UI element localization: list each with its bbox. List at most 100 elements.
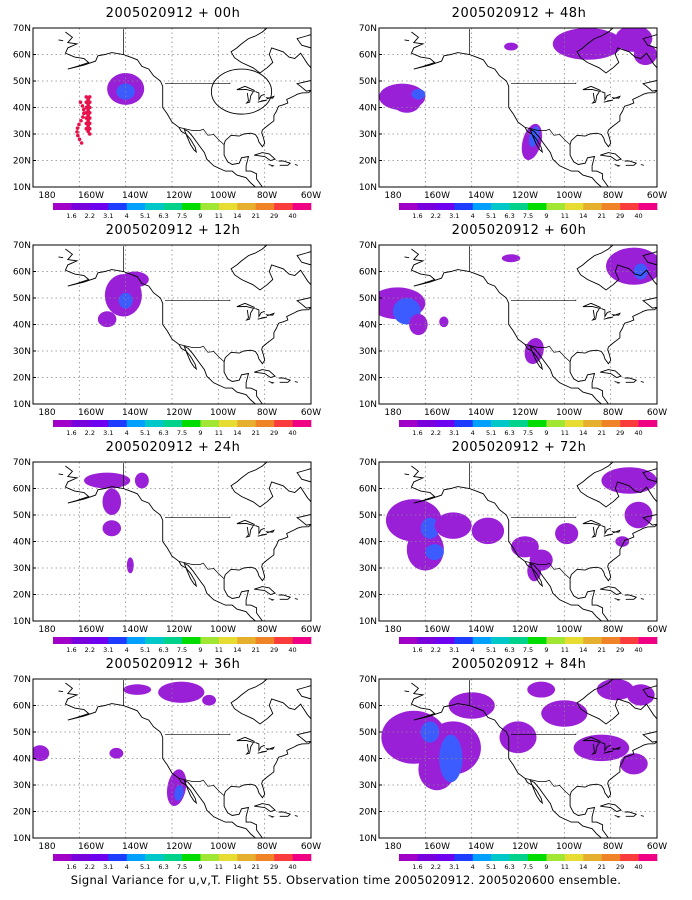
- variance-region: [504, 42, 518, 51]
- observation-dot: [86, 97, 90, 102]
- variance-region: [102, 520, 122, 537]
- variance-region: [501, 254, 521, 263]
- coastline: [254, 586, 277, 595]
- coastline: [245, 742, 254, 755]
- panel-title: 2005020912 + 36h: [105, 657, 241, 672]
- colorbar-label: 2.2: [85, 646, 95, 654]
- colorbar-swatch: [546, 637, 566, 644]
- colorbar-swatch: [274, 637, 293, 644]
- variance-region: [406, 528, 444, 571]
- coastline: [603, 99, 614, 103]
- colorbar-label: 3.1: [103, 646, 113, 654]
- coastline: [257, 99, 268, 103]
- lon-tick-label: 60W: [301, 408, 321, 418]
- colorbar-label: 29: [270, 212, 278, 220]
- panel-title: 2005020912 + 84h: [451, 657, 587, 672]
- variance-region: [434, 512, 472, 539]
- lon-tick-label: 120W: [166, 408, 192, 418]
- lat-tick-label: 10N: [359, 400, 377, 410]
- observation-dot: [84, 126, 89, 131]
- coastline: [268, 598, 275, 601]
- colorbar-swatch: [126, 203, 146, 210]
- colorbar-label: 1.6: [412, 646, 422, 654]
- colorbar-label: 5.1: [140, 212, 150, 220]
- colorbar-swatch: [638, 203, 658, 210]
- coastline: [410, 465, 604, 621]
- observation-dot: [86, 129, 90, 134]
- map-panel-00h: 70N 60N 50N 40N 30N 20N 10N 180 160W 140W 120W 100W…: [0, 0, 346, 225]
- colorbar-label: 5.1: [140, 863, 150, 871]
- map-canvas: 70N 60N 50N 40N 30N 20N 10N 180 160W 140W 120W 100W…: [359, 675, 667, 871]
- coastline: [611, 95, 621, 100]
- coastline: [404, 256, 410, 259]
- colorbar-swatch: [126, 854, 146, 861]
- lon-tick-label: 80W: [603, 842, 623, 852]
- coastline: [624, 377, 638, 383]
- colorbar-swatch: [435, 203, 455, 210]
- observation-dot: [87, 121, 92, 126]
- lat-tick-label: 30N: [359, 347, 377, 357]
- coastline: [591, 742, 600, 755]
- colorbar-label: 14: [233, 646, 241, 654]
- colorbar-swatch: [491, 637, 510, 644]
- lat-tick-label: 30N: [359, 781, 377, 791]
- variance-region: [174, 785, 184, 801]
- colorbar-swatch: [108, 420, 128, 427]
- lat-tick-label: 60N: [359, 702, 377, 712]
- lat-tick-label: 60N: [359, 51, 377, 61]
- colorbar-swatch: [491, 203, 510, 210]
- lat-tick-label: 70N: [13, 458, 31, 468]
- colorbar-label: 9: [544, 429, 548, 437]
- colorbar-swatch: [200, 854, 220, 861]
- lat-tick-label: 40N: [13, 321, 31, 331]
- coastline: [410, 31, 604, 187]
- coastline: [582, 736, 601, 744]
- variance-region: [202, 694, 217, 706]
- colorbar-swatch: [583, 203, 603, 210]
- colorbar-swatch: [601, 854, 621, 861]
- colorbar-swatch: [601, 203, 621, 210]
- colorbar-swatch: [274, 854, 293, 861]
- coastline: [640, 381, 644, 383]
- variance-region: [439, 316, 449, 328]
- coastline: [591, 525, 600, 538]
- colorbar-swatch: [399, 420, 418, 427]
- coastline: [576, 462, 657, 508]
- variance-region: [102, 488, 122, 515]
- lon-tick-label: 60W: [647, 408, 667, 418]
- lon-tick-label: 60W: [647, 842, 667, 852]
- colorbar-swatch: [399, 637, 418, 644]
- colorbar-swatch: [182, 420, 201, 427]
- colorbar-label: 1.6: [66, 646, 76, 654]
- coastline: [404, 39, 410, 42]
- coastline: [223, 80, 311, 187]
- map-canvas: 70N 60N 50N 40N 30N 20N 10N 180 160W 140W 120W 100W…: [359, 241, 667, 437]
- coastline: [236, 302, 255, 310]
- coastline: [410, 248, 604, 404]
- lat-tick-label: 60N: [359, 485, 377, 495]
- colorbar-label: 9: [198, 212, 202, 220]
- lon-tick-label: 140W: [468, 625, 494, 635]
- variance-region: [471, 517, 505, 545]
- colorbar-swatch: [237, 420, 257, 427]
- coastline: [268, 164, 275, 167]
- coastline: [64, 31, 258, 187]
- coastline: [600, 803, 623, 812]
- colorbar-label: 7.5: [523, 212, 533, 220]
- colorbar-label: 21: [252, 212, 260, 220]
- observation-dot: [87, 132, 92, 136]
- coastline: [294, 381, 298, 383]
- lon-tick-label: 100W: [556, 191, 582, 201]
- coastline: [601, 742, 611, 753]
- lon-tick-label: 160W: [424, 625, 450, 635]
- observation-dot: [87, 95, 92, 99]
- colorbar-swatch: [564, 854, 584, 861]
- coastline: [614, 598, 621, 601]
- lat-tick-label: 50N: [13, 294, 31, 304]
- colorbar-swatch: [292, 203, 312, 210]
- lat-tick-label: 70N: [13, 241, 31, 251]
- lon-tick-label: 180: [38, 408, 55, 418]
- observation-dot: [77, 137, 82, 142]
- panel-title: 2005020912 + 00h: [105, 6, 241, 21]
- lon-tick-label: 120W: [166, 191, 192, 201]
